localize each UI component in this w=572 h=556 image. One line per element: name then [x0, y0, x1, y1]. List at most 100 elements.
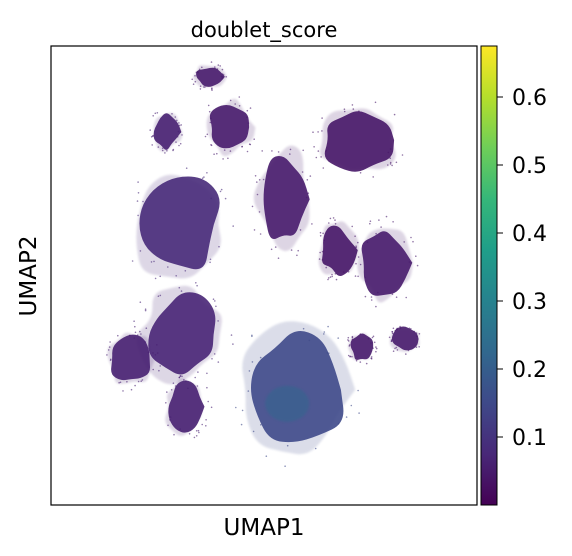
scatter-point [372, 347, 374, 350]
scatter-point [389, 161, 392, 164]
scatter-point [321, 250, 324, 253]
scatter-point [347, 270, 350, 273]
scatter-point [167, 266, 169, 268]
scatter-point [317, 131, 319, 133]
scatter-point [224, 197, 227, 200]
cluster-points [148, 292, 216, 375]
scatter-point [222, 158, 224, 160]
scatter-point [140, 380, 142, 383]
scatter-point [159, 275, 161, 278]
scatter-point [119, 381, 122, 384]
scatter-point [140, 333, 142, 335]
scatter-point [158, 369, 160, 372]
scatter-point [251, 205, 254, 208]
scatter-point [126, 381, 128, 383]
scatter-point [408, 327, 411, 330]
scatter-point [347, 336, 350, 339]
scatter-point [179, 131, 182, 134]
scatter-point [337, 337, 340, 339]
scatter-point [241, 409, 244, 412]
scatter-point [302, 149, 305, 152]
scatter-point [277, 257, 280, 260]
scatter-point [216, 152, 218, 155]
cluster-points [361, 231, 413, 296]
scatter-point [210, 117, 212, 120]
scatter-point [166, 391, 168, 393]
scatter-point [157, 295, 160, 298]
scatter-point [214, 300, 216, 302]
scatter-point [175, 275, 177, 277]
scatter-point [144, 341, 146, 343]
scatter-point [391, 164, 393, 167]
scatter-point [306, 179, 309, 181]
scatter-point [329, 276, 332, 278]
scatter-point [154, 277, 157, 280]
scatter-point [261, 150, 264, 152]
scatter-point [375, 347, 378, 350]
scatter-point [259, 233, 262, 235]
scatter-point [122, 390, 124, 392]
scatter-point [134, 325, 136, 328]
scatter-point [156, 344, 158, 346]
scatter-point [213, 353, 216, 355]
scatter-point [217, 361, 220, 363]
scatter-point [328, 222, 330, 224]
scatter-point [205, 419, 207, 421]
scatter-point [418, 333, 421, 335]
scatter-point [252, 430, 255, 433]
scatter-point [197, 371, 199, 373]
scatter-point [345, 416, 348, 418]
scatter-point [154, 112, 157, 115]
scatter-point [255, 181, 258, 183]
scatter-point [177, 130, 180, 133]
scatter-point [352, 108, 355, 110]
scatter-point [296, 254, 298, 257]
cluster-points [168, 380, 205, 433]
scatter-point [167, 424, 169, 427]
scatter-point [327, 325, 329, 328]
scatter-point [144, 309, 147, 312]
scatter-point [176, 119, 178, 122]
scatter-point [311, 223, 313, 225]
scatter-point [170, 389, 173, 391]
scatter-point [412, 240, 414, 243]
scatter-point [130, 388, 133, 391]
scatter-point [204, 135, 207, 138]
scatter-point [418, 346, 421, 348]
scatter-point [343, 108, 346, 110]
scatter-point [342, 271, 345, 273]
scatter-point [192, 83, 195, 85]
colorbar [480, 45, 498, 506]
scatter-point [136, 200, 139, 202]
scatter-point [217, 320, 219, 322]
scatter-point [141, 379, 144, 381]
scatter-point [415, 332, 418, 334]
scatter-point [173, 433, 175, 436]
scatter-point [216, 68, 219, 70]
scatter-point [181, 134, 183, 136]
scatter-point [137, 214, 139, 217]
scatter-point [109, 341, 111, 343]
scatter-point [199, 85, 202, 87]
colorbar-tick-label: 0.1 [512, 426, 547, 451]
scatter-point [378, 219, 380, 221]
scatter-point [207, 104, 210, 107]
scatter-point [134, 331, 137, 334]
scatter-point [301, 171, 304, 173]
cluster-points [139, 176, 220, 270]
scatter-point [171, 113, 173, 115]
colorbar-tick-label: 0.2 [512, 358, 547, 383]
scatter-point [246, 150, 249, 153]
cluster-high-score-region [265, 385, 310, 422]
scatter-point [388, 336, 391, 339]
scatter-point [203, 176, 205, 178]
scatter-point [227, 157, 229, 160]
scatter-point [359, 333, 362, 335]
scatter-point [247, 390, 250, 392]
scatter-point [364, 276, 367, 279]
scatter-point [328, 352, 330, 355]
scatter-point [197, 429, 200, 432]
scatter-point [137, 380, 140, 383]
scatter-point [156, 352, 159, 354]
scatter-point [410, 328, 412, 330]
